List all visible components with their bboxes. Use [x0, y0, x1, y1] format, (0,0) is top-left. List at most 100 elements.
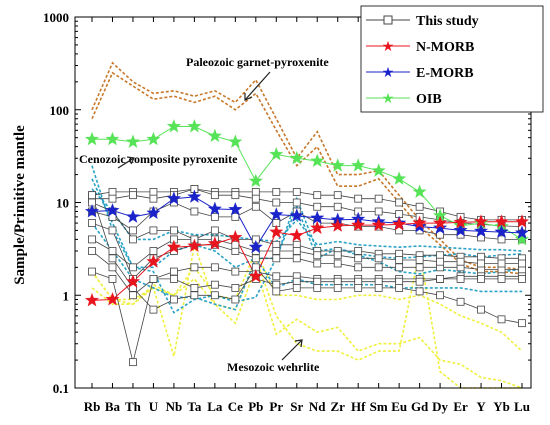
star-point-emorb: [289, 208, 304, 222]
square-point: [395, 284, 404, 292]
x-tick-label: Ce: [228, 399, 243, 414]
square-point: [354, 254, 363, 263]
square-point: [354, 284, 363, 292]
star-point-emorb: [453, 222, 468, 237]
square-point: [88, 191, 96, 200]
square-point: [456, 297, 465, 306]
square-point: [108, 275, 117, 283]
square-point: [354, 194, 363, 203]
square-point: [210, 291, 219, 300]
series-line-mesozoic: [91, 249, 523, 352]
star-point-nmorb: [412, 215, 427, 230]
legend-item-nmorb: ★ N-MORB: [366, 39, 474, 55]
square-point: [231, 240, 240, 249]
star-point-oib: [228, 134, 243, 148]
star-point-oib: [166, 119, 182, 133]
x-tick-label: Nd: [309, 399, 326, 414]
star-point-emorb: [228, 202, 243, 216]
series-line-cenozoic: [91, 165, 523, 314]
star-point-nmorb: [207, 236, 222, 250]
square-point: [170, 275, 178, 283]
star-point-emorb: [432, 220, 448, 235]
star-point-oib: [248, 173, 263, 188]
square-point: [333, 191, 342, 200]
square-point: [436, 251, 444, 260]
square-point: [518, 275, 526, 283]
y-tick-label: 10: [56, 196, 69, 211]
arrow-paleozoic: [244, 71, 271, 101]
star-point-emorb: [187, 189, 202, 203]
star-point-oib: [371, 163, 386, 177]
square-point: [354, 247, 363, 255]
square-point: [251, 194, 260, 203]
y-tick-label: 1000: [43, 10, 69, 25]
square-point: [272, 198, 281, 207]
square-point: [149, 247, 158, 255]
square-point: [477, 305, 485, 314]
square-point: [415, 287, 424, 296]
legend-label: N-MORB: [416, 40, 474, 55]
series-line-this_study: [91, 188, 522, 221]
star-point-emorb: [494, 224, 509, 239]
x-tick-label: Ta: [187, 399, 201, 414]
square-point: [395, 256, 404, 264]
square-point: [477, 275, 485, 283]
arrow-cenozoic: [117, 157, 135, 169]
square-point: [210, 263, 219, 272]
star-point-nmorb: [187, 238, 202, 252]
square-point: [374, 194, 383, 203]
star-point-nmorb: [473, 214, 489, 228]
square-point: [231, 295, 240, 304]
star-point-oib: [269, 146, 284, 161]
star-point-nmorb: [228, 229, 243, 244]
square-point: [129, 291, 137, 300]
star-point-nmorb: [514, 214, 530, 228]
marker-layer: [84, 119, 530, 367]
square-point: [497, 315, 506, 324]
annotation-cenozoic: Cenozoic composite pyroxenite: [79, 152, 238, 166]
axes-layer: 0.1 1 10 100 1000 Rb Ba Th U Nb Ta La Ce Pb Pr Sr Nd Zr Hf…: [43, 10, 532, 414]
x-tick-label: Hf: [351, 399, 366, 414]
arrowhead-mesozoic: [294, 339, 303, 348]
square-point: [231, 212, 240, 221]
star-point-oib: [187, 119, 202, 133]
square-point: [108, 263, 117, 272]
arrowhead-paleozoic: [244, 93, 253, 101]
x-tick-label: Pb: [248, 399, 263, 414]
star-point-emorb: [207, 201, 222, 216]
square-point: [456, 257, 465, 266]
x-tick-label: Dy: [432, 399, 448, 414]
square-marker-icon: [383, 15, 393, 25]
square-point: [190, 207, 199, 216]
square-point: [88, 235, 96, 244]
square-point: [477, 259, 485, 268]
square-point: [272, 254, 281, 263]
series-line-this_study: [91, 195, 523, 324]
square-point: [292, 247, 301, 255]
square-point: [149, 305, 158, 314]
star-point-oib: [125, 134, 141, 148]
square-point: [292, 198, 301, 207]
square-point: [231, 267, 240, 276]
star-point-oib: [351, 158, 366, 172]
square-point: [88, 267, 96, 276]
star-point-emorb: [514, 225, 530, 239]
x-tick-label: La: [207, 399, 223, 414]
series-line-cenozoic: [91, 178, 523, 275]
square-point: [210, 191, 219, 200]
square-point: [108, 188, 117, 196]
series-line-paleozoic: [91, 61, 523, 271]
square-point: [108, 254, 117, 263]
star-point-nmorb: [351, 217, 366, 232]
square-point: [436, 291, 444, 300]
star-point-emorb: [473, 223, 489, 238]
star-point-oib: [84, 131, 100, 146]
legend-label: This study: [416, 14, 479, 29]
square-point: [88, 219, 96, 227]
x-tick-label: Eu: [391, 399, 407, 414]
annotation-arrows: [117, 71, 303, 361]
square-point: [333, 259, 342, 268]
square-point: [190, 284, 199, 292]
legend-item-oib: ★ OIB: [366, 91, 442, 107]
star-point-oib: [289, 150, 304, 165]
